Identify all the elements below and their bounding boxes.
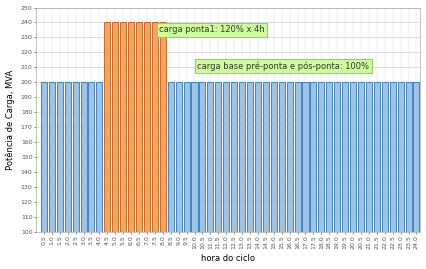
Bar [120,23,126,232]
Bar [311,82,317,232]
Bar [414,82,420,232]
Bar [271,82,277,232]
Text: carga base pré-ponta e pós-ponta: 100%: carga base pré-ponta e pós-ponta: 100% [197,61,369,70]
Bar [223,82,229,232]
Bar [342,82,348,232]
Bar [104,23,110,232]
Bar [334,82,340,232]
X-axis label: hora do ciclo: hora do ciclo [201,254,255,263]
Bar [239,82,245,232]
Bar [160,23,166,232]
Bar [136,23,142,232]
Bar [358,82,364,232]
Bar [65,82,71,232]
Bar [326,82,332,232]
Bar [112,23,118,232]
Bar [374,82,380,232]
Bar [382,82,388,232]
Bar [287,82,293,232]
Bar [49,82,55,232]
Bar [41,82,47,232]
Bar [57,82,63,232]
Bar [192,82,198,232]
Bar [96,82,102,232]
Bar [350,82,356,232]
Text: carga ponta1: 120% x 4h: carga ponta1: 120% x 4h [159,26,265,34]
Bar [199,82,205,232]
Bar [184,82,190,232]
Bar [215,82,221,232]
Bar [207,82,213,232]
Bar [366,82,372,232]
Bar [128,23,134,232]
Bar [279,82,285,232]
Y-axis label: Potência de Carga, MVA: Potência de Carga, MVA [6,69,15,170]
Bar [318,82,324,232]
Bar [294,82,301,232]
Bar [231,82,237,232]
Bar [72,82,79,232]
Bar [89,82,95,232]
Bar [255,82,261,232]
Bar [81,82,86,232]
Bar [263,82,269,232]
Bar [176,82,181,232]
Bar [302,82,308,232]
Bar [390,82,396,232]
Bar [168,82,174,232]
Bar [247,82,253,232]
Bar [397,82,404,232]
Bar [144,23,150,232]
Bar [406,82,412,232]
Bar [152,23,158,232]
